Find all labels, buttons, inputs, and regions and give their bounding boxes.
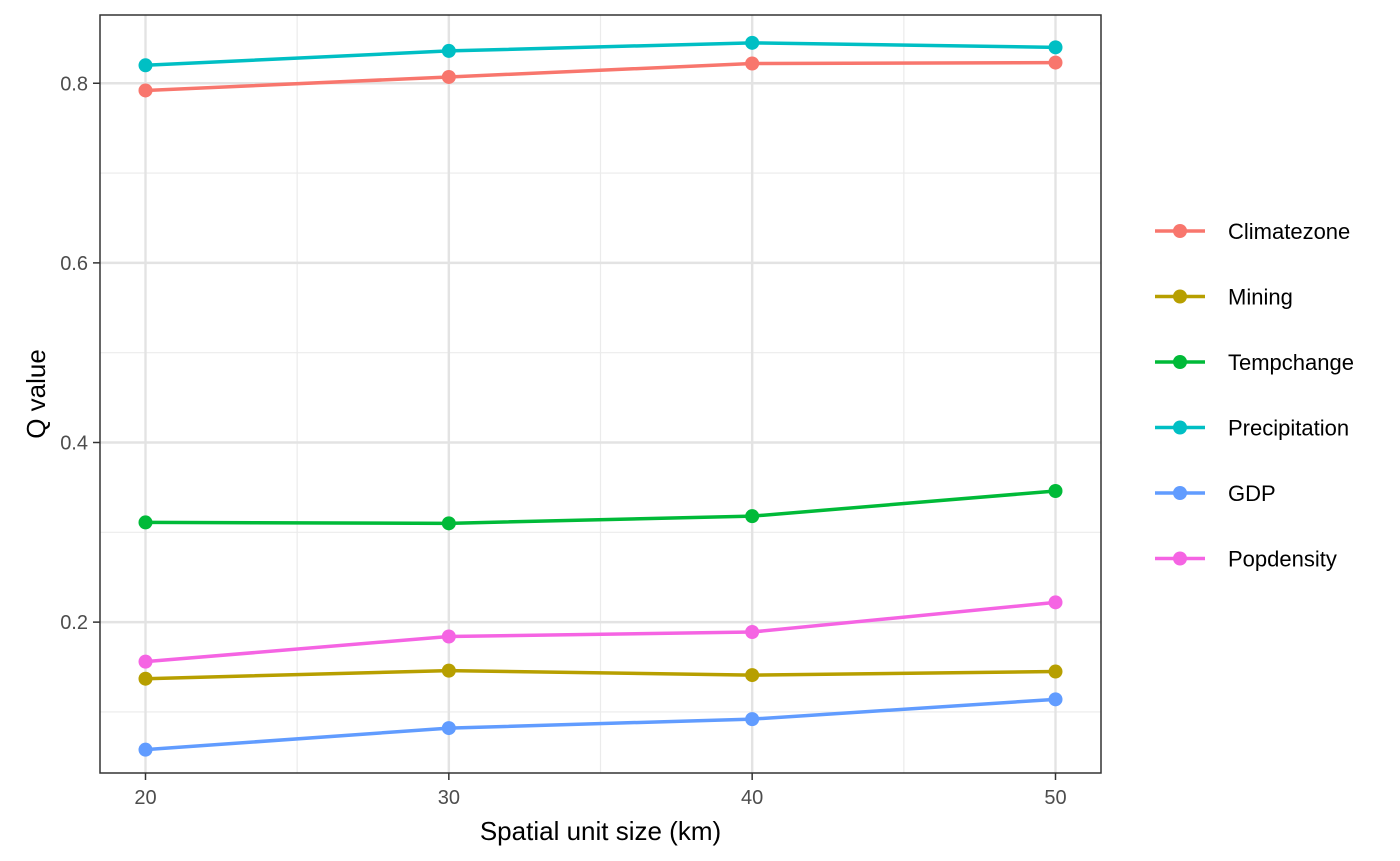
y-tick-label: 0.8	[60, 73, 88, 95]
legend-item-tempchange: Tempchange	[1155, 350, 1354, 375]
data-point-tempchange	[138, 515, 153, 530]
major-gridlines	[100, 15, 1101, 773]
legend-item-mining: Mining	[1155, 285, 1293, 310]
series-lines	[145, 41, 1056, 752]
x-axis-title: Spatial unit size (km)	[480, 816, 721, 846]
data-point-climatezone	[745, 56, 760, 71]
legend-label: Tempchange	[1228, 350, 1354, 375]
minor-gridlines	[100, 15, 1101, 773]
legend-item-climatezone: Climatezone	[1155, 219, 1350, 244]
data-point-mining	[138, 671, 153, 686]
x-tick-label: 20	[134, 787, 156, 809]
data-point-precipitation	[745, 35, 760, 50]
data-point-precipitation	[138, 58, 153, 73]
legend-label: Popdensity	[1228, 547, 1337, 572]
panel-border	[99, 14, 1102, 774]
data-point-gdp	[138, 742, 153, 757]
series-points	[138, 35, 1063, 757]
legend-label: Precipitation	[1228, 416, 1349, 441]
data-point-precipitation	[441, 43, 456, 58]
data-point-tempchange	[441, 516, 456, 531]
data-point-popdensity	[441, 629, 456, 644]
x-axis: 20 30 40 50	[134, 773, 1067, 809]
data-point-gdp	[745, 712, 760, 727]
data-point-gdp	[441, 721, 456, 736]
data-point-tempchange	[1048, 483, 1063, 498]
legend-label: Climatezone	[1228, 219, 1350, 244]
data-point-popdensity	[745, 624, 760, 639]
data-point-popdensity	[1048, 595, 1063, 610]
series-line-mining	[145, 668, 1056, 681]
legend: Climatezone Mining Tempchange Precipitation…	[1155, 219, 1354, 572]
x-tick-label: 50	[1044, 787, 1066, 809]
series-line-tempchange	[145, 489, 1056, 526]
data-point-mining	[745, 668, 760, 683]
data-point-mining	[1048, 664, 1063, 679]
legend-key-point	[1173, 289, 1187, 304]
data-point-climatezone	[1048, 55, 1063, 70]
y-tick-label: 0.2	[60, 612, 88, 634]
legend-label: Mining	[1228, 285, 1293, 310]
legend-item-popdensity: Popdensity	[1155, 547, 1337, 572]
y-axis: 0.2 0.4 0.6 0.8	[60, 73, 100, 634]
series-line-precipitation	[145, 41, 1056, 68]
y-tick-label: 0.4	[60, 432, 88, 454]
legend-item-precipitation: Precipitation	[1155, 416, 1349, 441]
data-point-climatezone	[138, 83, 153, 98]
data-point-climatezone	[441, 69, 456, 84]
data-point-tempchange	[745, 509, 760, 524]
y-tick-label: 0.6	[60, 253, 88, 275]
legend-key-point	[1173, 355, 1187, 369]
data-point-gdp	[1048, 692, 1063, 707]
legend-item-gdp: GDP	[1155, 481, 1276, 506]
legend-label: GDP	[1228, 481, 1276, 506]
legend-key-point	[1173, 486, 1187, 500]
x-tick-label: 30	[438, 787, 460, 809]
series-line-popdensity	[145, 600, 1056, 664]
data-point-precipitation	[1048, 40, 1063, 55]
series-line-gdp	[145, 697, 1056, 752]
legend-key-point	[1173, 420, 1187, 435]
series-line-climatezone	[145, 60, 1056, 93]
y-axis-title: Q value	[21, 349, 51, 439]
legend-key-point	[1173, 224, 1187, 238]
legend-key-point	[1173, 551, 1187, 566]
x-tick-label: 40	[741, 787, 763, 809]
data-point-mining	[441, 663, 456, 678]
data-point-popdensity	[138, 654, 153, 669]
